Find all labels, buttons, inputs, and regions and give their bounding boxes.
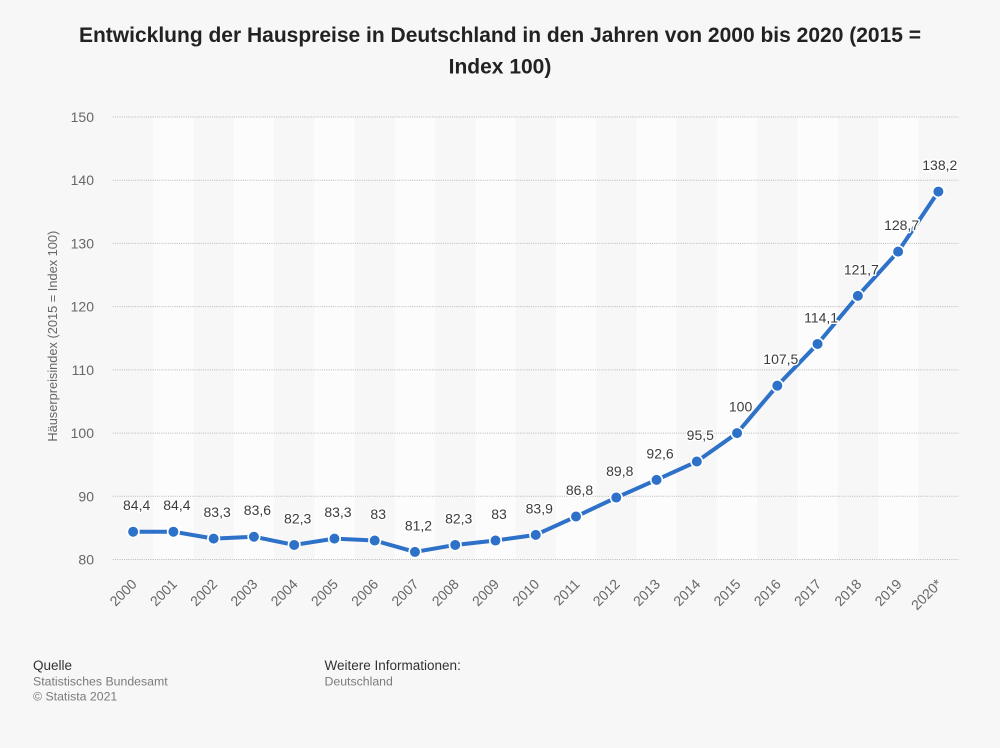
svg-text:130: 130: [71, 235, 95, 251]
svg-text:83,3: 83,3: [204, 504, 231, 520]
svg-text:83,9: 83,9: [526, 500, 553, 516]
svg-text:128,7: 128,7: [884, 217, 919, 233]
svg-text:Weitere Informationen:: Weitere Informationen:: [325, 658, 461, 673]
svg-text:100: 100: [729, 398, 753, 414]
svg-text:83: 83: [491, 506, 507, 522]
svg-text:84,4: 84,4: [123, 497, 150, 513]
svg-text:150: 150: [71, 109, 95, 125]
svg-text:110: 110: [72, 362, 95, 378]
svg-text:114,1: 114,1: [804, 309, 838, 325]
svg-text:82,3: 82,3: [284, 510, 311, 526]
svg-text:107,5: 107,5: [763, 351, 798, 367]
svg-text:140: 140: [71, 172, 95, 188]
svg-text:89,8: 89,8: [606, 463, 633, 479]
svg-text:120: 120: [71, 299, 95, 315]
svg-text:95,5: 95,5: [687, 427, 714, 443]
svg-text:83,3: 83,3: [324, 504, 351, 520]
svg-text:Statistisches Bundesamt: Statistisches Bundesamt: [33, 674, 168, 688]
svg-text:Deutschland: Deutschland: [325, 675, 394, 689]
svg-text:Quelle: Quelle: [33, 658, 72, 673]
svg-text:Entwicklung der Hauspreise in: Entwicklung der Hauspreise in Deutschlan…: [79, 24, 921, 47]
svg-text:100: 100: [71, 425, 95, 441]
svg-text:81,2: 81,2: [405, 517, 432, 533]
svg-text:121,7: 121,7: [844, 261, 879, 277]
svg-text:86,8: 86,8: [566, 482, 593, 498]
svg-text:92,6: 92,6: [646, 445, 673, 461]
svg-text:82,3: 82,3: [445, 510, 472, 526]
svg-text:83,6: 83,6: [244, 502, 271, 518]
svg-text:83: 83: [370, 506, 386, 522]
svg-text:138,2: 138,2: [922, 157, 957, 173]
svg-text:80: 80: [78, 552, 94, 568]
svg-text:90: 90: [78, 488, 94, 504]
svg-text:84,4: 84,4: [163, 497, 190, 513]
svg-text:Häuserpreisindex (2015 = Index: Häuserpreisindex (2015 = Index 100): [45, 231, 60, 442]
svg-text:Index 100): Index 100): [449, 56, 552, 79]
svg-text:© Statista 2021: © Statista 2021: [33, 690, 117, 704]
